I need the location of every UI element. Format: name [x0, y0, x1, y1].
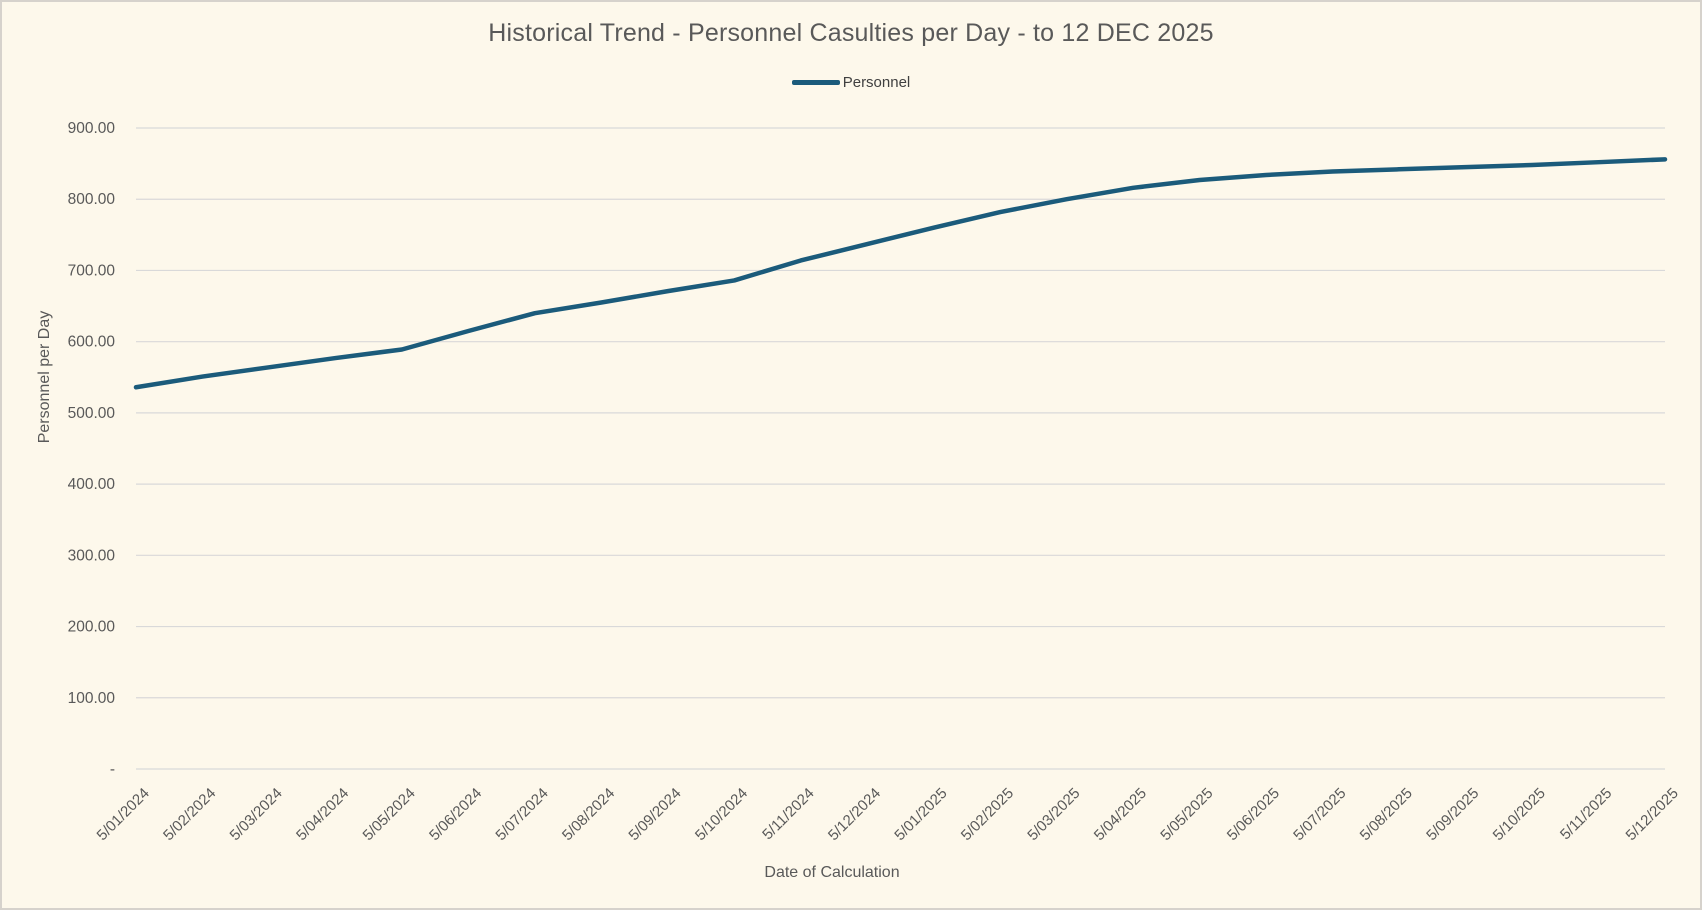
x-tick-label: 5/12/2025 — [1623, 785, 1682, 844]
y-tick-label: 100.00 — [68, 690, 116, 707]
x-tick-label: 5/04/2024 — [293, 785, 352, 844]
chart-title: Historical Trend - Personnel Casulties p… — [488, 19, 1214, 47]
y-tick-label: 800.00 — [68, 191, 116, 208]
x-tick-label: 5/03/2024 — [227, 785, 286, 844]
x-tick-label: 5/11/2024 — [759, 785, 817, 843]
y-tick-label: 900.00 — [68, 120, 116, 137]
x-tick-label: 5/05/2025 — [1157, 785, 1216, 844]
x-tick-label: 5/02/2025 — [958, 785, 1017, 844]
x-tick-label: 5/06/2025 — [1224, 785, 1283, 844]
x-tick-label: 5/01/2025 — [891, 785, 950, 844]
y-tick-label: 300.00 — [68, 547, 116, 564]
legend-line-swatch — [791, 79, 840, 85]
x-axis-title: Date of Calculation — [764, 864, 900, 881]
y-axis-title: Personnel per Day — [36, 310, 53, 444]
personnel-series-line — [133, 157, 1668, 390]
x-tick-label: 5/02/2024 — [160, 785, 219, 844]
x-tick-label: 5/07/2025 — [1290, 785, 1349, 844]
y-tick-label: 600.00 — [68, 334, 116, 351]
x-tick-label: 5/10/2024 — [692, 785, 751, 844]
y-tick-label: 500.00 — [68, 405, 116, 422]
x-tick-label: 5/05/2024 — [360, 785, 419, 844]
x-tick-label: 5/08/2025 — [1357, 785, 1416, 844]
y-tick-label: 400.00 — [68, 476, 116, 493]
x-tick-label: 5/04/2025 — [1091, 785, 1150, 844]
y-tick-label: 200.00 — [68, 619, 116, 636]
x-tick-label: 5/09/2024 — [625, 785, 684, 844]
x-tick-label: 5/10/2025 — [1490, 785, 1549, 844]
y-tick-label: - — [110, 761, 115, 778]
x-tick-label: 5/09/2025 — [1423, 785, 1482, 844]
x-tick-label: 5/03/2025 — [1024, 785, 1083, 844]
x-tick-label: 5/06/2024 — [426, 785, 485, 844]
x-tick-label: 5/07/2024 — [492, 785, 551, 844]
y-tick-label: 700.00 — [68, 262, 116, 279]
chart-legend: Personnel — [2, 72, 1700, 92]
x-tick-label: 5/08/2024 — [559, 785, 618, 844]
legend-series-label: Personnel — [842, 73, 911, 91]
x-tick-label: 5/01/2024 — [94, 785, 153, 844]
x-tick-label: 5/12/2024 — [825, 785, 884, 844]
x-tick-label: 5/11/2025 — [1557, 785, 1615, 843]
